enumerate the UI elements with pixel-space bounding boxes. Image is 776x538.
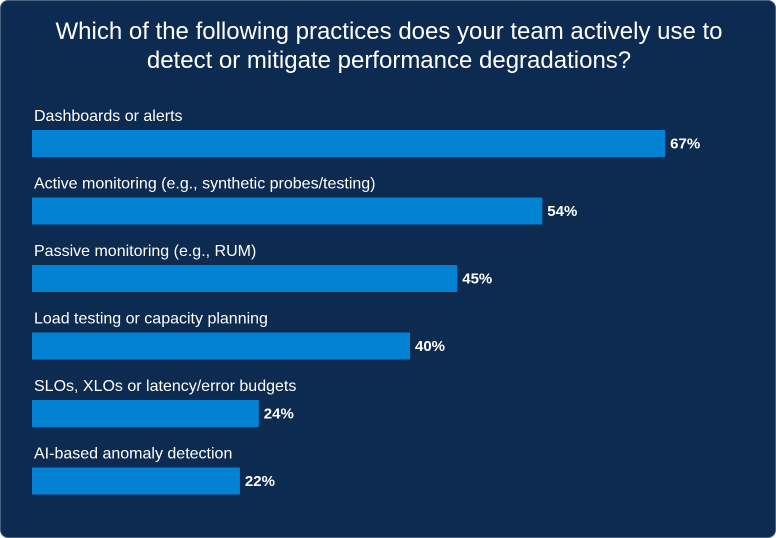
bar <box>32 265 458 292</box>
chart-title: Which of the following practices does yo… <box>55 18 723 74</box>
value-label: 67% <box>670 136 700 153</box>
category-label: SLOs, XLOs or latency/error budgets <box>34 378 296 395</box>
value-label: 40% <box>415 338 445 355</box>
bar <box>32 332 410 360</box>
category-label: Dashboards or alerts <box>34 108 183 125</box>
category-label: Active monitoring (e.g., synthetic probe… <box>34 176 376 193</box>
bar <box>32 197 543 225</box>
bar <box>32 467 240 495</box>
value-label: 54% <box>547 203 577 220</box>
category-label: Load testing or capacity planning <box>34 311 268 328</box>
value-label: 24% <box>264 406 294 423</box>
category-label: AI-based anomaly detection <box>34 446 232 463</box>
value-label: 45% <box>462 271 492 288</box>
category-label: Passive monitoring (e.g., RUM) <box>34 243 256 260</box>
bar <box>32 130 666 157</box>
value-label: 22% <box>245 473 275 490</box>
bar <box>32 400 259 427</box>
